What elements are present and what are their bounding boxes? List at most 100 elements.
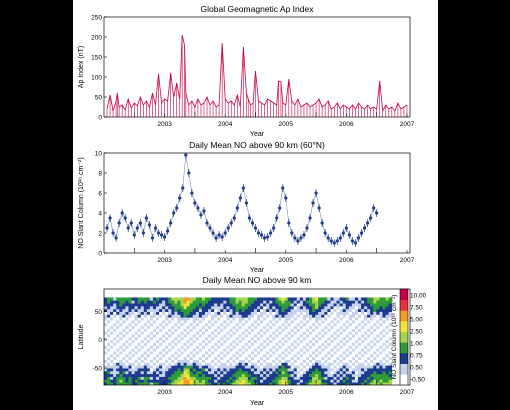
heatmap-cell (128, 365, 132, 369)
heatmap-cell (180, 328, 184, 332)
heatmap-cell (149, 365, 154, 369)
heatmap-cell (171, 373, 175, 377)
heatmap-cell (281, 303, 285, 307)
no-60n-point (202, 209, 206, 213)
heatmap-cell (159, 362, 163, 366)
heatmap-cell (122, 339, 126, 344)
heatmap-cell (195, 351, 200, 355)
heatmap-cell (302, 331, 307, 335)
heatmap-cell (336, 297, 341, 301)
heatmap-cell (278, 345, 282, 349)
heatmap-cell (159, 353, 163, 358)
heatmap-cell (162, 331, 166, 335)
heatmap-cell (263, 317, 267, 321)
heatmap-cell (223, 320, 227, 324)
heatmap-cell (134, 311, 139, 315)
heatmap-cell (345, 348, 350, 352)
heatmap-cell (128, 317, 132, 321)
heatmap-cell (180, 303, 184, 307)
heatmap-cell (195, 317, 200, 321)
heatmap-cell (348, 311, 353, 315)
heatmap-cell (241, 370, 246, 375)
heatmap-cell (385, 317, 389, 321)
heatmap-cell (266, 345, 270, 349)
heatmap-cell (174, 376, 178, 380)
heatmap-cell (177, 334, 181, 338)
heatmap-cell (275, 345, 279, 349)
heatmap-cell (269, 328, 273, 332)
heatmap-cell (263, 345, 267, 349)
heatmap-cell (162, 359, 166, 363)
heatmap-cell (165, 362, 169, 366)
heatmap-cell (318, 359, 322, 363)
heatmap-cell (198, 300, 203, 304)
heatmap-cell (162, 356, 166, 360)
heatmap-cell (217, 322, 221, 327)
heatmap-cell (165, 356, 169, 360)
heatmap-cell (211, 303, 215, 307)
heatmap-cell (345, 353, 350, 358)
heatmap-cell (290, 339, 295, 344)
heatmap-cell (327, 331, 331, 335)
heatmap-cell (220, 342, 224, 346)
heatmap-cell (324, 331, 328, 335)
heatmap-cell (128, 314, 132, 318)
heatmap-cell (348, 348, 353, 352)
heatmap-cell (195, 303, 200, 307)
heatmap-cell (336, 328, 341, 332)
heatmap-cell (235, 334, 240, 338)
heatmap-cell (149, 376, 154, 380)
heatmap-cell (299, 325, 304, 329)
heatmap-cell (214, 334, 218, 338)
heatmap-cell (238, 370, 243, 375)
heatmap-cell (201, 359, 206, 363)
heatmap-cell (204, 317, 209, 321)
heatmap-cell (269, 308, 273, 312)
heatmap-cell (278, 339, 282, 344)
heatmap-cell (345, 325, 350, 329)
heatmap-cell (263, 356, 267, 360)
heatmap-cell (223, 297, 227, 301)
heatmap-cell (278, 300, 282, 304)
heatmap-cell (361, 379, 365, 383)
heatmap-cell (104, 382, 108, 385)
heatmap-cell (214, 339, 218, 344)
heatmap-cell (220, 320, 224, 324)
colorbar-swatch (400, 310, 408, 322)
heatmap-cell (174, 348, 178, 352)
heatmap-cell (226, 342, 230, 346)
heatmap-cell (137, 370, 142, 375)
heatmap-cell (122, 314, 126, 318)
heatmap-cell (131, 342, 135, 346)
heatmap-cell (299, 331, 304, 335)
heatmap-cell (211, 348, 215, 352)
heatmap-cell (367, 362, 371, 366)
heatmap-cell (342, 339, 347, 344)
heatmap-cell (309, 311, 313, 315)
heatmap-cell (186, 311, 191, 315)
heatmap-cell (382, 320, 386, 324)
heatmap-cell (201, 339, 206, 344)
no-60n-point (208, 226, 212, 230)
heatmap-cell (198, 297, 203, 301)
heatmap-cell (223, 353, 227, 358)
heatmap-cell (296, 370, 301, 375)
heatmap-cell (122, 359, 126, 363)
heatmap-cell (315, 368, 319, 372)
heatmap-cell (241, 305, 246, 310)
heatmap-cell (250, 342, 255, 346)
heatmap-cell (260, 317, 264, 321)
colorbar-tick-label: 2.50 (410, 328, 423, 335)
heatmap-cell (189, 382, 194, 385)
heatmap-cell (220, 297, 224, 301)
heatmap-cell (156, 297, 160, 301)
heatmap-cell (140, 353, 145, 358)
heatmap-cell (250, 334, 255, 338)
heatmap-cell (263, 320, 267, 324)
heatmap-cell (278, 365, 282, 369)
heatmap-cell (379, 353, 383, 358)
heatmap-cell (168, 373, 172, 377)
heatmap-cell (299, 311, 304, 315)
heatmap-cell (250, 379, 255, 383)
heatmap-cell (143, 356, 148, 360)
